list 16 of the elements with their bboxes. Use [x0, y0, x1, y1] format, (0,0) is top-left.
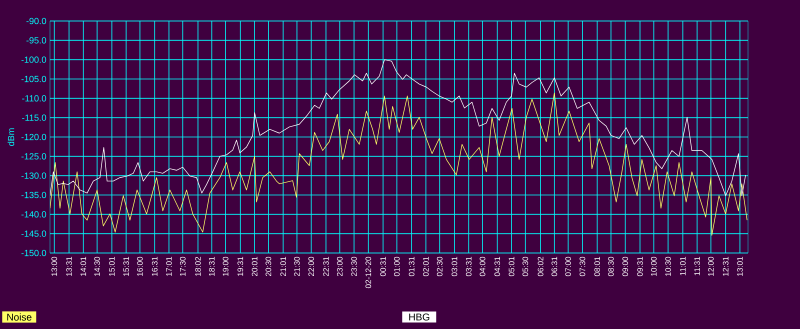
y-tick-label: -105.0 [21, 76, 46, 82]
y-tick-label: -95.0 [26, 37, 46, 44]
y-tick-label: -100.0 [21, 56, 46, 63]
y-axis-title: dBm [8, 128, 14, 146]
y-tick-label: -140.0 [21, 211, 46, 218]
y-tick-label: -110.0 [22, 95, 46, 102]
y-tick-label: -130.0 [21, 172, 46, 179]
y-tick-label: -145.0 [21, 230, 46, 237]
y-tick-label: -125.0 [21, 153, 46, 160]
y-tick-label: -135.0 [21, 192, 46, 198]
y-tick-label: -115.0 [22, 114, 46, 121]
y-tick-label: -150.0 [21, 250, 46, 256]
text: HBG [409, 313, 430, 321]
y-tick-label: -90.0 [26, 18, 46, 24]
text: Noise [7, 313, 32, 321]
y-tick-label: -120.0 [21, 134, 46, 140]
